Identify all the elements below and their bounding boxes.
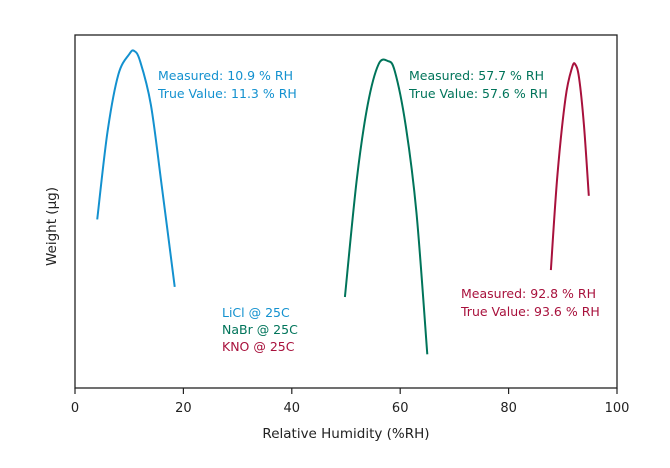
annotation-true-value: True Value: 57.6 % RH bbox=[408, 86, 548, 101]
plot-frame bbox=[74, 34, 618, 389]
series-line-nabr-25c bbox=[343, 58, 429, 355]
annotations: Measured: 10.9 % RH True Value: 11.3 % RH… bbox=[157, 68, 600, 319]
series-line-licl-25c bbox=[96, 49, 176, 287]
x-axis: 0 20 40 60 80 100 bbox=[71, 388, 630, 416]
annotation-true-value: True Value: 11.3 % RH bbox=[157, 86, 297, 101]
legend-entry-nabr-25c: NaBr @ 25C bbox=[222, 322, 298, 337]
y-axis-title: Weight (µg) bbox=[44, 187, 60, 266]
legend-entry-kno-25c: KNO @ 25C bbox=[222, 339, 295, 354]
series-group bbox=[96, 49, 590, 355]
series-line-kno-25c bbox=[549, 62, 590, 271]
annotation-measured: Measured: 57.7 % RH bbox=[409, 68, 544, 83]
x-tick-label: 40 bbox=[284, 401, 301, 416]
x-tick-label: 60 bbox=[392, 401, 409, 416]
x-tick-label: 20 bbox=[175, 401, 192, 416]
annotation-true-value: True Value: 93.6 % RH bbox=[460, 304, 600, 319]
annotation-measured: Measured: 92.8 % RH bbox=[461, 286, 596, 301]
x-axis-title: Relative Humidity (%RH) bbox=[262, 426, 429, 442]
legend-entry-licl-25c: LiCl @ 25C bbox=[222, 305, 290, 320]
x-tick-label: 100 bbox=[605, 401, 630, 416]
legend: LiCl @ 25C NaBr @ 25C KNO @ 25C bbox=[222, 305, 298, 354]
annotation-measured: Measured: 10.9 % RH bbox=[158, 68, 293, 83]
x-tick-label: 80 bbox=[500, 401, 517, 416]
x-tick-label: 0 bbox=[71, 401, 79, 416]
